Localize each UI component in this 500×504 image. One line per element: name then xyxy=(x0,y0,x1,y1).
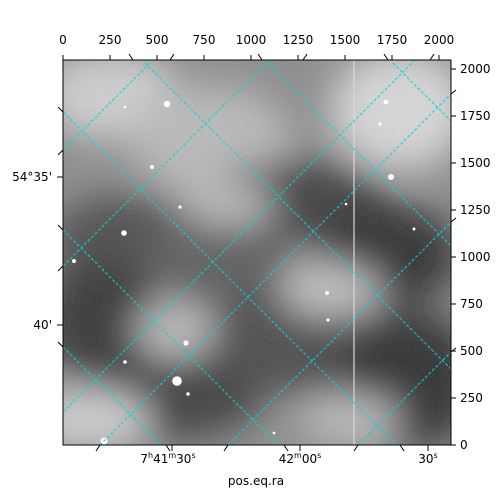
left-tick-label-dec: 40' xyxy=(33,318,52,332)
bottom-tick-label-ra: 30s xyxy=(418,451,438,466)
top-tick-label: 1250 xyxy=(282,33,314,47)
top-axis-ticks xyxy=(62,53,440,61)
right-tick-label: 1750 xyxy=(460,109,491,123)
stars xyxy=(72,99,416,445)
top-tick-label: 750 xyxy=(192,33,216,47)
right-tick-label: 500 xyxy=(460,344,483,358)
bottom-axis-ticks xyxy=(95,444,429,452)
plot-frame xyxy=(62,59,452,446)
right-tick-label: 1250 xyxy=(460,203,491,217)
top-tick-label: 250 xyxy=(98,33,122,47)
left-tick-label-dec: 54°35' xyxy=(12,170,52,184)
right-tick-label: 1000 xyxy=(460,250,491,264)
top-tick-label: 1750 xyxy=(376,33,408,47)
right-tick-label: 2000 xyxy=(460,62,491,76)
right-tick-label: 0 xyxy=(460,438,468,452)
right-tick-label: 1500 xyxy=(460,156,491,170)
coordinate-grid xyxy=(63,60,451,445)
bottom-tick-label-ra: 42m00s xyxy=(278,451,322,466)
top-tick-label: 2000 xyxy=(423,33,455,47)
top-tick-label: 0 xyxy=(59,33,67,47)
left-axis-ticks xyxy=(57,106,64,348)
sky-image xyxy=(63,60,451,445)
bottom-tick-label-ra: 7h41m30s xyxy=(140,451,196,466)
top-tick-label: 500 xyxy=(145,33,169,47)
top-tick-label: 1500 xyxy=(329,33,361,47)
top-tick-label: 1000 xyxy=(235,33,267,47)
right-axis-ticks xyxy=(450,68,457,446)
right-tick-label: 750 xyxy=(460,297,483,311)
right-tick-label: 250 xyxy=(460,391,483,405)
x-axis-label: pos.eq.ra xyxy=(227,474,285,488)
